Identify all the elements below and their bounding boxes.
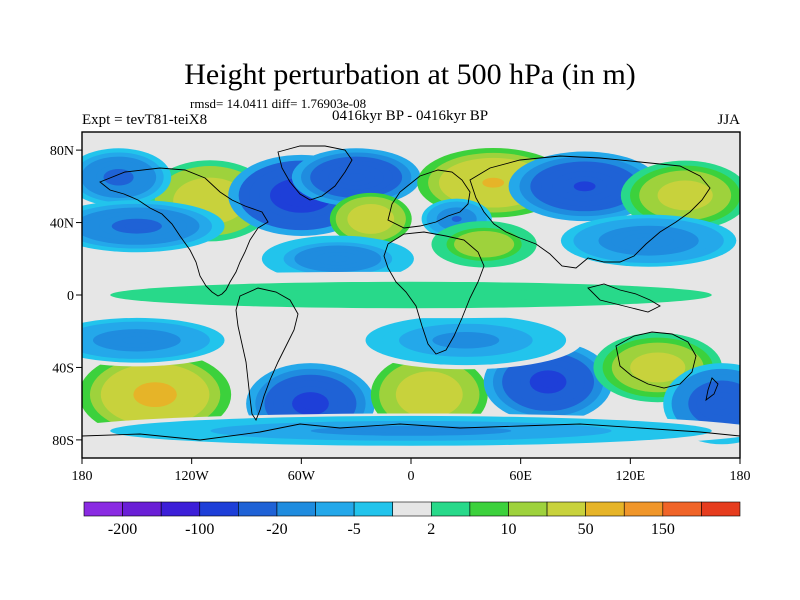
anomaly-cell xyxy=(82,413,740,449)
coastline-australia xyxy=(615,331,697,389)
colorbar-swatch xyxy=(83,501,123,517)
anomaly-band xyxy=(713,397,731,410)
anomaly-band xyxy=(420,388,438,401)
anomaly-band xyxy=(346,173,366,182)
coastlines xyxy=(82,145,740,441)
colorbar-label: -5 xyxy=(347,521,360,538)
y-tick-label: 80N xyxy=(50,144,74,159)
anomaly-band xyxy=(449,336,483,345)
anomaly-band xyxy=(364,215,377,223)
colorbar-swatch xyxy=(430,501,471,517)
anomaly-band xyxy=(573,181,596,192)
anomaly-band xyxy=(648,362,667,373)
anomaly-cell xyxy=(261,235,414,282)
colorbar-swatch xyxy=(122,501,162,517)
x-tick-label: 180 xyxy=(72,469,93,484)
anomaly-band xyxy=(538,376,558,388)
anomaly-band xyxy=(360,428,462,434)
coastline-antarctica xyxy=(82,423,740,441)
anomaly-field xyxy=(82,132,740,458)
colorbar-label: 150 xyxy=(651,521,675,538)
x-tick-label: 120W xyxy=(175,469,210,484)
colorbar-label: -100 xyxy=(185,521,214,538)
anomaly-band xyxy=(327,255,349,263)
colorbar-swatch xyxy=(701,501,741,517)
anomaly-band xyxy=(451,216,462,222)
anomaly-band xyxy=(675,190,695,201)
colorbar-label: 10 xyxy=(500,521,516,538)
colorbar-label: 2 xyxy=(427,521,435,538)
anomaly-cell xyxy=(348,311,583,370)
anomaly-band xyxy=(335,291,487,299)
coastline-north-america xyxy=(99,167,269,297)
anomaly-cell xyxy=(329,192,412,246)
colorbar-swatch xyxy=(160,501,201,517)
colorbar-swatch xyxy=(662,501,702,517)
x-tick-label: 60E xyxy=(509,469,532,484)
coastline-greenland xyxy=(277,145,353,201)
y-tick-label: 0 xyxy=(67,289,74,304)
anomaly-band xyxy=(122,336,152,345)
y-tick-label: 40N xyxy=(50,217,74,232)
colorbar-swatch xyxy=(276,501,316,517)
colorbar-swatch xyxy=(199,501,239,517)
x-axis: 180 120W 60W 0 60E 120E 180 xyxy=(72,458,751,484)
anomaly-band xyxy=(124,222,150,230)
anomaly-cell xyxy=(228,154,375,236)
colorbar-swatch xyxy=(315,501,355,517)
season-label: JJA xyxy=(717,112,740,128)
x-tick-label: 60W xyxy=(288,469,316,484)
anomaly-band xyxy=(301,397,320,410)
stats-line: rmsd= 14.0411 diff= 1.76903e-08 xyxy=(190,96,366,111)
y-axis: 80N 40N 0 40S 80S xyxy=(50,144,82,449)
anomaly-cell xyxy=(82,271,740,319)
anomaly-band xyxy=(476,240,492,248)
anomaly-cell xyxy=(560,214,737,267)
colorbar-label: 50 xyxy=(578,521,594,538)
anomaly-cell xyxy=(82,200,225,253)
colorbar-label: -200 xyxy=(108,521,137,538)
period-label: 0416kyr BP - 0416kyr BP xyxy=(332,108,488,124)
chart-title: Height perturbation at 500 hPa (in m) xyxy=(184,58,636,91)
coastline-asia xyxy=(469,155,711,269)
anomaly-cell xyxy=(620,160,740,231)
coastline-south-america xyxy=(235,287,299,421)
colorbar-swatch xyxy=(585,501,625,517)
colorbar-swatch xyxy=(623,501,664,517)
anomaly-cell xyxy=(82,351,232,439)
colorbar-swatch xyxy=(353,501,394,517)
coastline-new-zealand xyxy=(705,377,719,402)
anomaly-cell xyxy=(431,221,537,268)
anomaly-band xyxy=(482,177,505,188)
experiment-label: Expt = tevT81-teiX8 xyxy=(82,112,207,128)
colorbar-swatch xyxy=(546,501,586,517)
anomaly-cell xyxy=(82,148,172,207)
colorbar-swatch xyxy=(238,501,278,517)
colorbar: -200 -100 -20 -5 2 10 50 150 xyxy=(83,501,741,538)
x-tick-label: 120E xyxy=(616,469,646,484)
anomaly-cell xyxy=(82,314,240,367)
y-tick-label: 80S xyxy=(52,434,74,449)
x-tick-label: 0 xyxy=(408,469,415,484)
colorbar-swatch xyxy=(392,501,432,517)
colorbar-swatch xyxy=(508,501,548,517)
coastline-europe xyxy=(387,169,471,229)
anomaly-cell xyxy=(508,151,661,222)
coastline-southeast-asia xyxy=(587,283,661,313)
anomaly-band xyxy=(636,236,662,245)
colorbar-label: -20 xyxy=(266,521,287,538)
colorbar-swatch xyxy=(469,501,509,517)
anomaly-band xyxy=(111,173,127,182)
anomaly-band xyxy=(200,195,220,207)
coastline-africa xyxy=(383,231,485,355)
x-tick-label: 180 xyxy=(730,469,751,484)
anomaly-band xyxy=(144,388,166,401)
y-tick-label: 40S xyxy=(52,361,74,376)
